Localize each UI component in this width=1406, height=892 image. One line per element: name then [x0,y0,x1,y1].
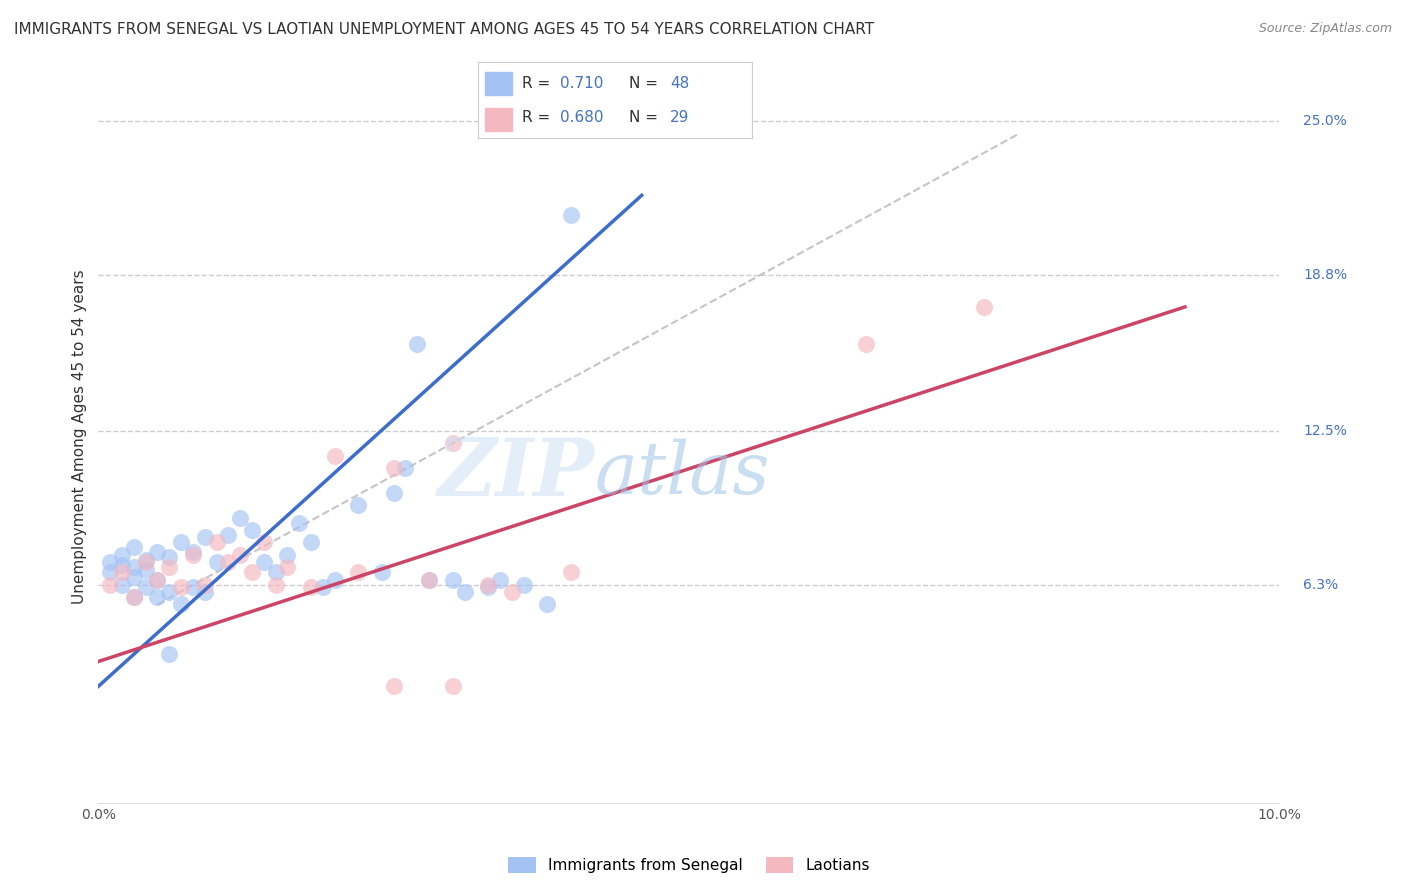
Point [181,548,204,562]
Point [560,208,582,222]
Text: 48: 48 [671,76,689,91]
Point [299,580,322,594]
Point [98,577,121,591]
Point [477,577,499,591]
Point [229,510,252,524]
Point [170,580,193,594]
Point [181,545,204,559]
Point [135,553,157,567]
Point [253,555,276,569]
Point [441,436,464,450]
Point [205,555,228,569]
Point [323,449,346,463]
Point [217,528,239,542]
Text: 12.5%: 12.5% [1303,424,1347,438]
Text: N =: N = [628,111,662,125]
Point [855,337,877,351]
Point [347,565,370,579]
Point [489,573,512,587]
Point [441,679,464,693]
Point [382,461,405,475]
Text: IMMIGRANTS FROM SENEGAL VS LAOTIAN UNEMPLOYMENT AMONG AGES 45 TO 54 YEARS CORREL: IMMIGRANTS FROM SENEGAL VS LAOTIAN UNEMP… [14,22,875,37]
Point [122,590,145,604]
Point [536,598,558,612]
Point [560,565,582,579]
Legend: Immigrants from Senegal, Laotians: Immigrants from Senegal, Laotians [502,851,876,880]
Point [135,563,157,577]
Text: 6.3%: 6.3% [1303,578,1339,591]
Point [111,577,134,591]
Point [157,647,180,661]
Text: Source: ZipAtlas.com: Source: ZipAtlas.com [1258,22,1392,36]
Point [418,573,440,587]
Text: atlas: atlas [595,438,770,509]
Text: ZIP: ZIP [437,435,595,512]
Point [122,570,145,584]
Point [441,573,464,587]
Text: 25.0%: 25.0% [1303,114,1347,128]
Point [146,573,169,587]
Point [501,585,523,599]
Point [135,580,157,594]
Point [323,573,346,587]
Point [371,565,394,579]
Bar [485,72,512,95]
Point [217,555,239,569]
Point [157,560,180,574]
Point [512,577,534,591]
Text: 0.680: 0.680 [561,111,603,125]
Point [98,555,121,569]
Text: 18.8%: 18.8% [1303,268,1347,282]
Point [973,300,995,314]
Point [477,580,499,594]
Point [170,535,193,549]
Point [253,535,276,549]
Point [111,548,134,562]
Point [453,585,475,599]
Point [122,590,145,604]
Point [240,523,263,537]
Point [111,565,134,579]
Point [194,577,217,591]
Point [122,560,145,574]
Point [122,541,145,555]
Point [299,535,322,549]
Point [157,585,180,599]
Point [264,577,287,591]
Text: R =: R = [522,76,555,91]
Text: R =: R = [522,111,555,125]
Point [229,548,252,562]
Text: 0.710: 0.710 [561,76,603,91]
Point [382,486,405,500]
Point [157,550,180,565]
Point [194,585,217,599]
Point [394,461,416,475]
Point [240,565,263,579]
Point [98,565,121,579]
Point [111,558,134,572]
Bar [485,108,512,130]
Point [181,580,204,594]
Point [382,679,405,693]
Text: 29: 29 [671,111,689,125]
Point [146,590,169,604]
Point [418,573,440,587]
Text: N =: N = [628,76,662,91]
Point [264,565,287,579]
Point [288,516,311,530]
Point [170,598,193,612]
Y-axis label: Unemployment Among Ages 45 to 54 years: Unemployment Among Ages 45 to 54 years [72,269,87,605]
Point [146,545,169,559]
Point [276,560,298,574]
Point [194,531,217,545]
Point [276,548,298,562]
Point [312,580,335,594]
Point [347,498,370,512]
Point [205,535,228,549]
Point [146,573,169,587]
Point [135,555,157,569]
Point [406,337,429,351]
